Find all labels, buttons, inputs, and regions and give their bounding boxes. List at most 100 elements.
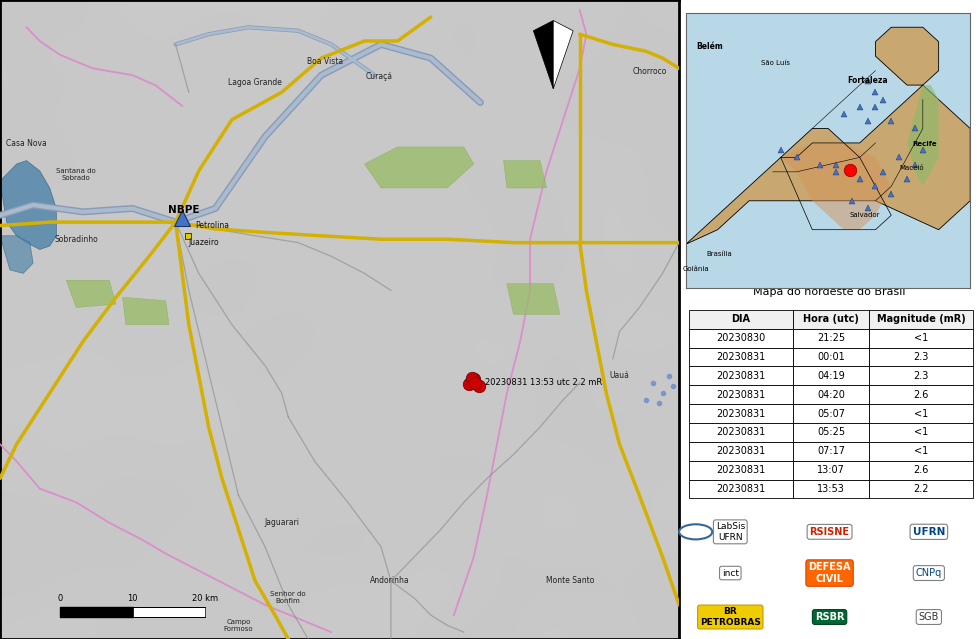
- Text: Fortaleza: Fortaleza: [848, 76, 888, 85]
- Text: NBPE: NBPE: [169, 204, 200, 215]
- Text: Maceió: Maceió: [900, 164, 924, 171]
- Text: CNPq: CNPq: [915, 568, 942, 578]
- Polygon shape: [507, 284, 560, 314]
- Text: UFRN: UFRN: [912, 527, 945, 537]
- Text: 2.2: 2.2: [913, 484, 929, 494]
- Text: 20230831: 20230831: [716, 390, 765, 400]
- Bar: [869, 479, 973, 498]
- Text: Curaçá: Curaçá: [366, 72, 393, 81]
- Bar: [689, 423, 793, 442]
- Text: 05:25: 05:25: [817, 427, 845, 438]
- Text: Chorroco: Chorroco: [632, 67, 666, 76]
- Bar: [793, 461, 869, 479]
- Text: Lagoa Grande: Lagoa Grande: [228, 77, 282, 86]
- Polygon shape: [686, 27, 970, 288]
- Text: Hora (utc): Hora (utc): [803, 314, 859, 325]
- Bar: [869, 385, 973, 404]
- Text: São Luís: São Luís: [761, 61, 791, 66]
- Bar: [689, 385, 793, 404]
- Polygon shape: [781, 143, 891, 229]
- Text: SGB: SGB: [918, 612, 939, 622]
- Text: <1: <1: [914, 333, 928, 343]
- Text: DEFESA
CIVIL: DEFESA CIVIL: [808, 562, 851, 584]
- Bar: [869, 348, 973, 367]
- Bar: [793, 367, 869, 385]
- Text: Petrolina: Petrolina: [195, 221, 228, 230]
- Text: 20230831: 20230831: [716, 427, 765, 438]
- Text: 20230831: 20230831: [716, 371, 765, 381]
- Polygon shape: [67, 281, 116, 307]
- Polygon shape: [504, 160, 547, 188]
- Bar: [689, 367, 793, 385]
- Text: <1: <1: [914, 427, 928, 438]
- Bar: [869, 328, 973, 348]
- Text: 07:17: 07:17: [817, 446, 845, 456]
- Bar: [793, 404, 869, 423]
- Bar: [793, 328, 869, 348]
- Bar: [689, 310, 793, 328]
- Text: Sobradinho: Sobradinho: [54, 235, 98, 243]
- Text: 20230830: 20230830: [716, 333, 765, 343]
- Text: 21:25: 21:25: [817, 333, 845, 343]
- Polygon shape: [0, 160, 56, 249]
- Bar: [689, 479, 793, 498]
- Bar: [689, 461, 793, 479]
- Text: LabSis
UFRN: LabSis UFRN: [715, 522, 745, 541]
- Text: Brasília: Brasília: [707, 251, 732, 258]
- Text: <1: <1: [914, 408, 928, 419]
- Text: Belém: Belém: [697, 42, 723, 50]
- Text: 04:19: 04:19: [817, 371, 845, 381]
- Text: Monte Santo: Monte Santo: [546, 576, 594, 585]
- Text: 2.6: 2.6: [913, 465, 929, 475]
- Text: Mapa do nordeste do Brasil: Mapa do nordeste do Brasil: [754, 287, 906, 297]
- Text: 2.3: 2.3: [913, 352, 929, 362]
- Text: Uauá: Uauá: [610, 371, 629, 380]
- Text: 04:20: 04:20: [817, 390, 845, 400]
- Text: 05:07: 05:07: [817, 408, 845, 419]
- Text: 0: 0: [57, 594, 63, 603]
- Text: 20 km: 20 km: [192, 594, 219, 603]
- Bar: [793, 423, 869, 442]
- Bar: [793, 348, 869, 367]
- Text: inct: inct: [722, 569, 739, 578]
- Text: <1: <1: [914, 446, 928, 456]
- Bar: [793, 442, 869, 461]
- Text: 20230831: 20230831: [716, 484, 765, 494]
- Bar: [793, 385, 869, 404]
- Text: Casa Nova: Casa Nova: [6, 139, 47, 148]
- Text: 20230831: 20230831: [716, 352, 765, 362]
- Bar: [793, 310, 869, 328]
- Text: 10: 10: [127, 594, 138, 603]
- Text: BR
PETROBRAS: BR PETROBRAS: [700, 607, 760, 627]
- Text: RSISNE: RSISNE: [809, 527, 850, 537]
- Text: Senhor do
Bonfim: Senhor do Bonfim: [270, 592, 306, 604]
- Text: 2.3: 2.3: [913, 371, 929, 381]
- Text: Goiânia: Goiânia: [682, 266, 709, 272]
- Bar: [689, 404, 793, 423]
- Polygon shape: [533, 20, 554, 89]
- Text: Magnitude (mR): Magnitude (mR): [877, 314, 965, 325]
- Text: Salvador: Salvador: [849, 212, 880, 219]
- Circle shape: [679, 524, 712, 539]
- Text: 00:01: 00:01: [817, 352, 845, 362]
- Text: 20230831: 20230831: [716, 408, 765, 419]
- Text: Andorinha: Andorinha: [369, 576, 409, 585]
- Bar: [869, 367, 973, 385]
- Bar: [689, 328, 793, 348]
- Polygon shape: [0, 236, 33, 273]
- Text: RSBR: RSBR: [814, 612, 845, 622]
- Polygon shape: [365, 147, 473, 188]
- Bar: [869, 404, 973, 423]
- Text: Juazeiro: Juazeiro: [188, 238, 219, 247]
- Bar: [869, 310, 973, 328]
- Text: Campo
Formoso: Campo Formoso: [223, 619, 254, 632]
- Text: 2.6: 2.6: [913, 390, 929, 400]
- Text: 13:07: 13:07: [817, 465, 845, 475]
- Text: 20230831 13:53 utc 2.2 mR: 20230831 13:53 utc 2.2 mR: [485, 378, 603, 387]
- Text: Boa Vista: Boa Vista: [307, 57, 343, 66]
- Text: 20230831: 20230831: [716, 446, 765, 456]
- Text: Santana do
Sobrado: Santana do Sobrado: [56, 168, 96, 181]
- Bar: [869, 461, 973, 479]
- Polygon shape: [122, 297, 169, 325]
- Bar: [689, 348, 793, 367]
